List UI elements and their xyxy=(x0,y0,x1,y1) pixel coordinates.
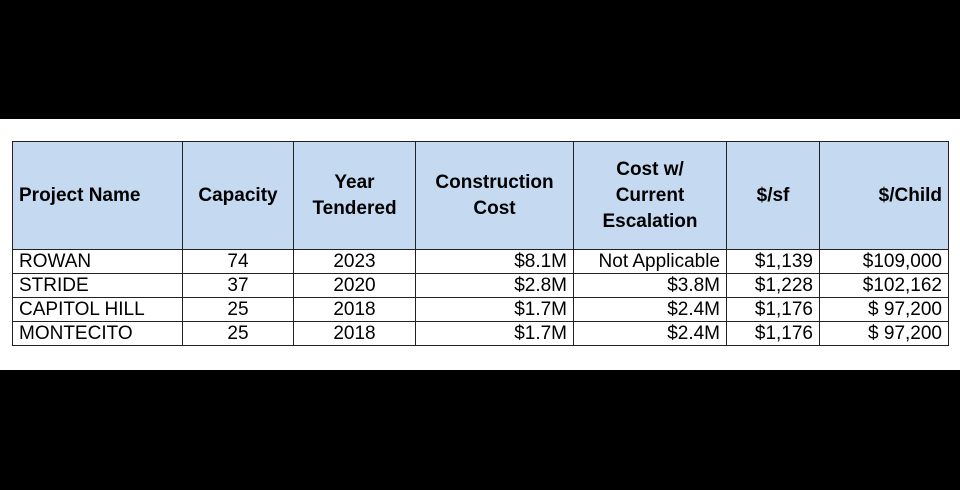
cell-cost-per-child: $ 97,200 xyxy=(819,321,949,346)
cell-year-tendered: 2018 xyxy=(293,321,416,346)
cell-cost-w-current-escalation: $2.4M xyxy=(573,297,727,322)
table-row: CAPITOL HILL 25 2018 $1.7M $2.4M $1,176 … xyxy=(12,297,949,322)
cell-year-tendered: 2018 xyxy=(293,297,416,322)
header-cost-per-child: $/Child xyxy=(819,141,949,250)
header-project-name: Project Name xyxy=(12,141,183,250)
cell-cost-per-sf: $1,176 xyxy=(726,297,820,322)
table-body: ROWAN 74 2023 $8.1M Not Applicable $1,13… xyxy=(12,249,949,346)
cell-cost-per-child: $ 97,200 xyxy=(819,297,949,322)
table-row: ROWAN 74 2023 $8.1M Not Applicable $1,13… xyxy=(12,249,949,274)
table-row: STRIDE 37 2020 $2.8M $3.8M $1,228 $102,1… xyxy=(12,273,949,298)
table-row: MONTECITO 25 2018 $1.7M $2.4M $1,176 $ 9… xyxy=(12,321,949,346)
cell-construction-cost: $8.1M xyxy=(415,249,574,274)
cell-capacity: 37 xyxy=(182,273,294,298)
cell-cost-per-sf: $1,139 xyxy=(726,249,820,274)
cell-capacity: 25 xyxy=(182,321,294,346)
cell-capacity: 74 xyxy=(182,249,294,274)
header-capacity: Capacity xyxy=(182,141,294,250)
cell-project-name: STRIDE xyxy=(12,273,183,298)
cell-project-name: MONTECITO xyxy=(12,321,183,346)
cell-project-name: ROWAN xyxy=(12,249,183,274)
cell-construction-cost: $1.7M xyxy=(415,321,574,346)
cell-cost-w-current-escalation: $2.4M xyxy=(573,321,727,346)
cell-construction-cost: $1.7M xyxy=(415,297,574,322)
header-construction-cost: Construction Cost xyxy=(415,141,574,250)
header-cost-w-current-escalation: Cost w/ Current Escalation xyxy=(573,141,727,250)
cell-capacity: 25 xyxy=(182,297,294,322)
cell-cost-w-current-escalation: Not Applicable xyxy=(573,249,727,274)
header-year-tendered: Year Tendered xyxy=(293,141,416,250)
cell-year-tendered: 2020 xyxy=(293,273,416,298)
cell-construction-cost: $2.8M xyxy=(415,273,574,298)
cell-cost-w-current-escalation: $3.8M xyxy=(573,273,727,298)
project-cost-table: Project Name Capacity Year Tendered Cons… xyxy=(12,141,949,346)
header-row: Project Name Capacity Year Tendered Cons… xyxy=(12,141,949,250)
cell-cost-per-child: $109,000 xyxy=(819,249,949,274)
cell-cost-per-child: $102,162 xyxy=(819,273,949,298)
cell-cost-per-sf: $1,228 xyxy=(726,273,820,298)
table-header: Project Name Capacity Year Tendered Cons… xyxy=(12,141,949,250)
cell-year-tendered: 2023 xyxy=(293,249,416,274)
header-cost-per-sf: $/sf xyxy=(726,141,820,250)
cell-project-name: CAPITOL HILL xyxy=(12,297,183,322)
cell-cost-per-sf: $1,176 xyxy=(726,321,820,346)
